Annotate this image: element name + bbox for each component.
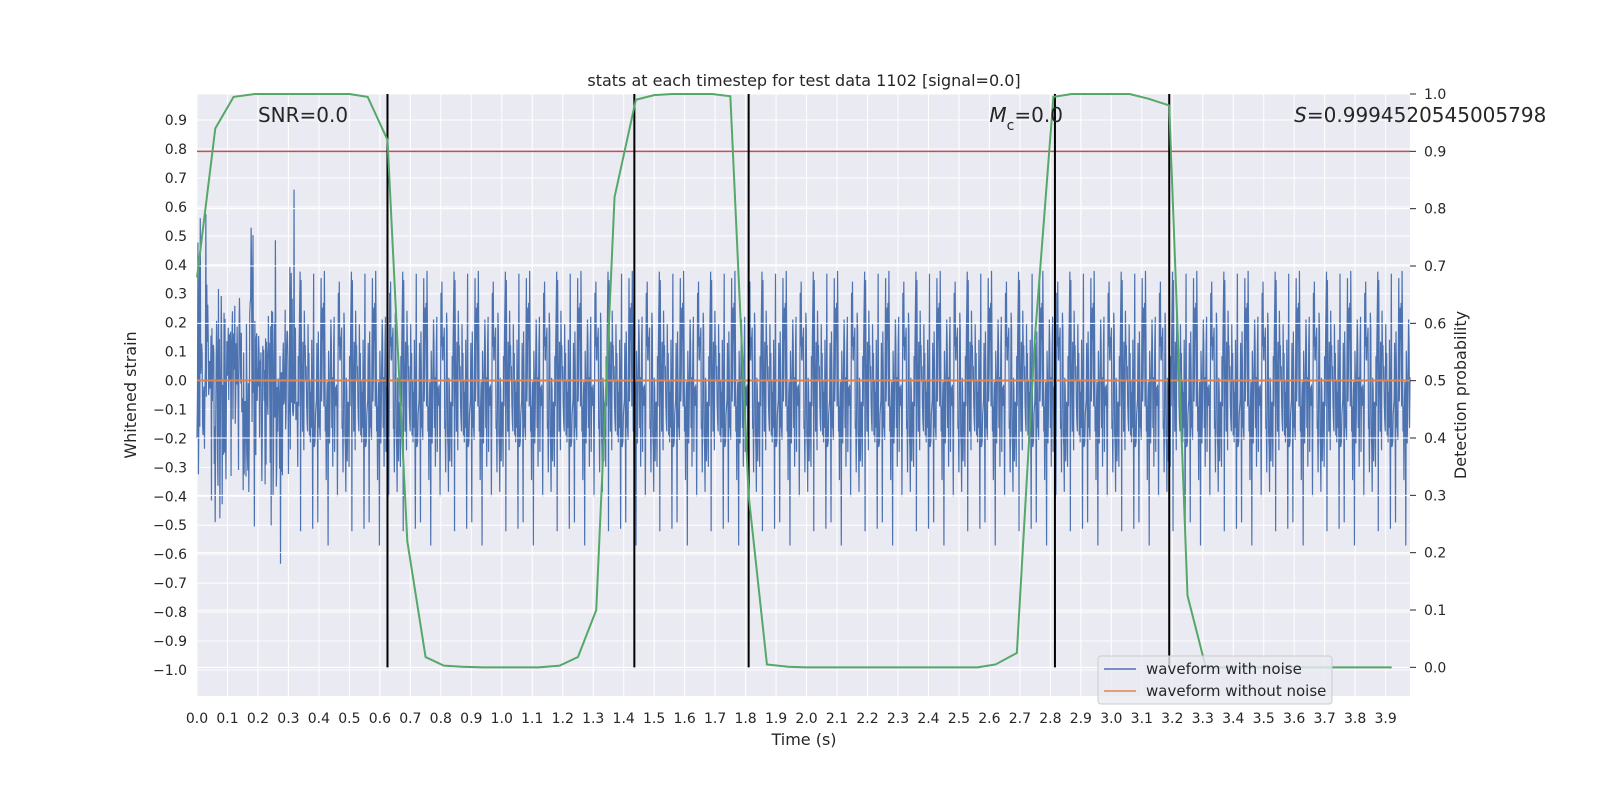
x-tick-label: 0.7 — [399, 711, 421, 727]
x-tick-label: 2.5 — [948, 711, 970, 727]
noise-trace — [196, 189, 1411, 564]
x-tick-label: 0.5 — [338, 711, 360, 727]
legend: waveform with noise waveform without noi… — [1097, 655, 1333, 705]
x-tick-label: 0.3 — [277, 711, 299, 727]
x-tick-label: 3.8 — [1344, 711, 1366, 727]
x-tick-label: 2.6 — [978, 711, 1000, 727]
x-tick-label: 1.7 — [704, 711, 726, 727]
x-tick-label: 1.4 — [613, 711, 635, 727]
y-tick-label: 0.5 — [165, 229, 187, 245]
legend-label-clean: waveform without noise — [1146, 682, 1326, 700]
y-right-tick-label: 0.1 — [1424, 603, 1446, 619]
y-axis-left: 0.9 0.8 0.7 0.6 0.5 0.4 0.3 0.2 0.1 0.0 −0.1 −0.2 −0… — [153, 113, 187, 679]
y-tick-label: 0.8 — [165, 142, 187, 158]
y-tick-label: 0.3 — [165, 287, 187, 303]
y-tick-label: 0.6 — [165, 200, 187, 216]
y-tick-label: −0.6 — [153, 547, 187, 563]
y-right-tick-label: 1.0 — [1424, 87, 1446, 103]
annotation: SNR=0.0 — [258, 103, 348, 127]
y-axis-right: 1.0 0.9 0.8 0.7 0.6 0.5 0.4 0.3 0.2 0.1 0.0 — [1410, 87, 1446, 676]
y-right-tick-label: 0.5 — [1424, 374, 1446, 390]
x-tick-label: 2.0 — [795, 711, 817, 727]
y-tick-label: −0.9 — [153, 634, 187, 650]
x-tick-label: 3.1 — [1131, 711, 1153, 727]
x-tick-label: 3.9 — [1374, 711, 1396, 727]
y-tick-label: −0.3 — [153, 460, 187, 476]
y-right-tick-label: 0.8 — [1424, 202, 1446, 218]
x-tick-label: 3.2 — [1161, 711, 1183, 727]
x-tick-label: 2.1 — [826, 711, 848, 727]
x-tick-label: 1.6 — [674, 711, 696, 727]
x-tick-label: 1.1 — [521, 711, 543, 727]
y-tick-label: −0.5 — [153, 518, 187, 534]
x-tick-label: 2.3 — [887, 711, 909, 727]
x-tick-label: 1.2 — [552, 711, 574, 727]
y-tick-label: 0.0 — [165, 374, 187, 390]
x-tick-label: 0.1 — [216, 711, 238, 727]
y-right-tick-label: 0.7 — [1424, 259, 1446, 275]
x-tick-label: 0.6 — [369, 711, 391, 727]
x-tick-label: 3.0 — [1100, 711, 1122, 727]
x-tick-label: 2.4 — [917, 711, 939, 727]
y-axis-right-label: Detection probability — [1451, 311, 1470, 479]
y-tick-label: −0.2 — [153, 431, 187, 447]
x-tick-label: 0.9 — [460, 711, 482, 727]
y-right-tick-label: 0.6 — [1424, 316, 1446, 332]
annotations: SNR=0.0 Mc=0.0 S=0.9994520545005798 — [258, 103, 1546, 134]
y-tick-label: −1.0 — [153, 663, 187, 679]
x-tick-label: 2.8 — [1039, 711, 1061, 727]
y-tick-label: −0.8 — [153, 605, 187, 621]
x-tick-label: 1.8 — [734, 711, 756, 727]
chart-title: stats at each timestep for test data 110… — [587, 71, 1020, 90]
y-tick-label: 0.1 — [165, 345, 187, 361]
series-waveform-with-noise — [196, 189, 1411, 564]
x-tick-label: 0.8 — [430, 711, 452, 727]
y-tick-label: 0.2 — [165, 316, 187, 332]
y-right-tick-label: 0.3 — [1424, 488, 1446, 504]
x-axis: 0.0 0.1 0.2 0.3 0.4 0.5 0.6 0.7 0.8 0.9 1.0 1.1 1.2 1… — [186, 711, 1397, 727]
y-tick-label: 0.4 — [165, 258, 187, 274]
x-tick-label: 3.4 — [1222, 711, 1244, 727]
x-tick-label: 0.0 — [186, 711, 208, 727]
x-tick-label: 0.4 — [308, 711, 330, 727]
y-tick-label: −0.1 — [153, 402, 187, 418]
x-tick-label: 1.3 — [582, 711, 604, 727]
y-tick-label: −0.7 — [153, 576, 187, 592]
y-axis-label: Whitened strain — [121, 331, 140, 458]
x-tick-label: 1.5 — [643, 711, 665, 727]
x-tick-label: 1.9 — [765, 711, 787, 727]
x-tick-label: 3.7 — [1314, 711, 1336, 727]
y-right-tick-label: 0.4 — [1424, 431, 1446, 447]
x-tick-label: 2.7 — [1009, 711, 1031, 727]
y-right-tick-label: 0.0 — [1424, 660, 1446, 676]
annotation: S=0.9994520545005798 — [1294, 103, 1546, 127]
x-tick-label: 3.3 — [1192, 711, 1214, 727]
y-tick-label: 0.9 — [165, 113, 187, 129]
legend-label-noise: waveform with noise — [1146, 660, 1302, 678]
series-detection-probability — [196, 93, 1392, 669]
x-tick-label: 1.0 — [491, 711, 513, 727]
x-tick-label: 2.9 — [1070, 711, 1092, 727]
y-tick-label: −0.4 — [153, 489, 187, 505]
y-tick-label: 0.7 — [165, 171, 187, 187]
y-right-tick-label: 0.9 — [1424, 144, 1446, 160]
x-tick-label: 3.6 — [1283, 711, 1305, 727]
x-tick-label: 0.2 — [247, 711, 269, 727]
x-tick-label: 2.2 — [856, 711, 878, 727]
x-axis-label: Time (s) — [770, 730, 836, 749]
y-right-tick-label: 0.2 — [1424, 546, 1446, 562]
legend-box — [1097, 655, 1333, 705]
x-tick-label: 3.5 — [1253, 711, 1275, 727]
